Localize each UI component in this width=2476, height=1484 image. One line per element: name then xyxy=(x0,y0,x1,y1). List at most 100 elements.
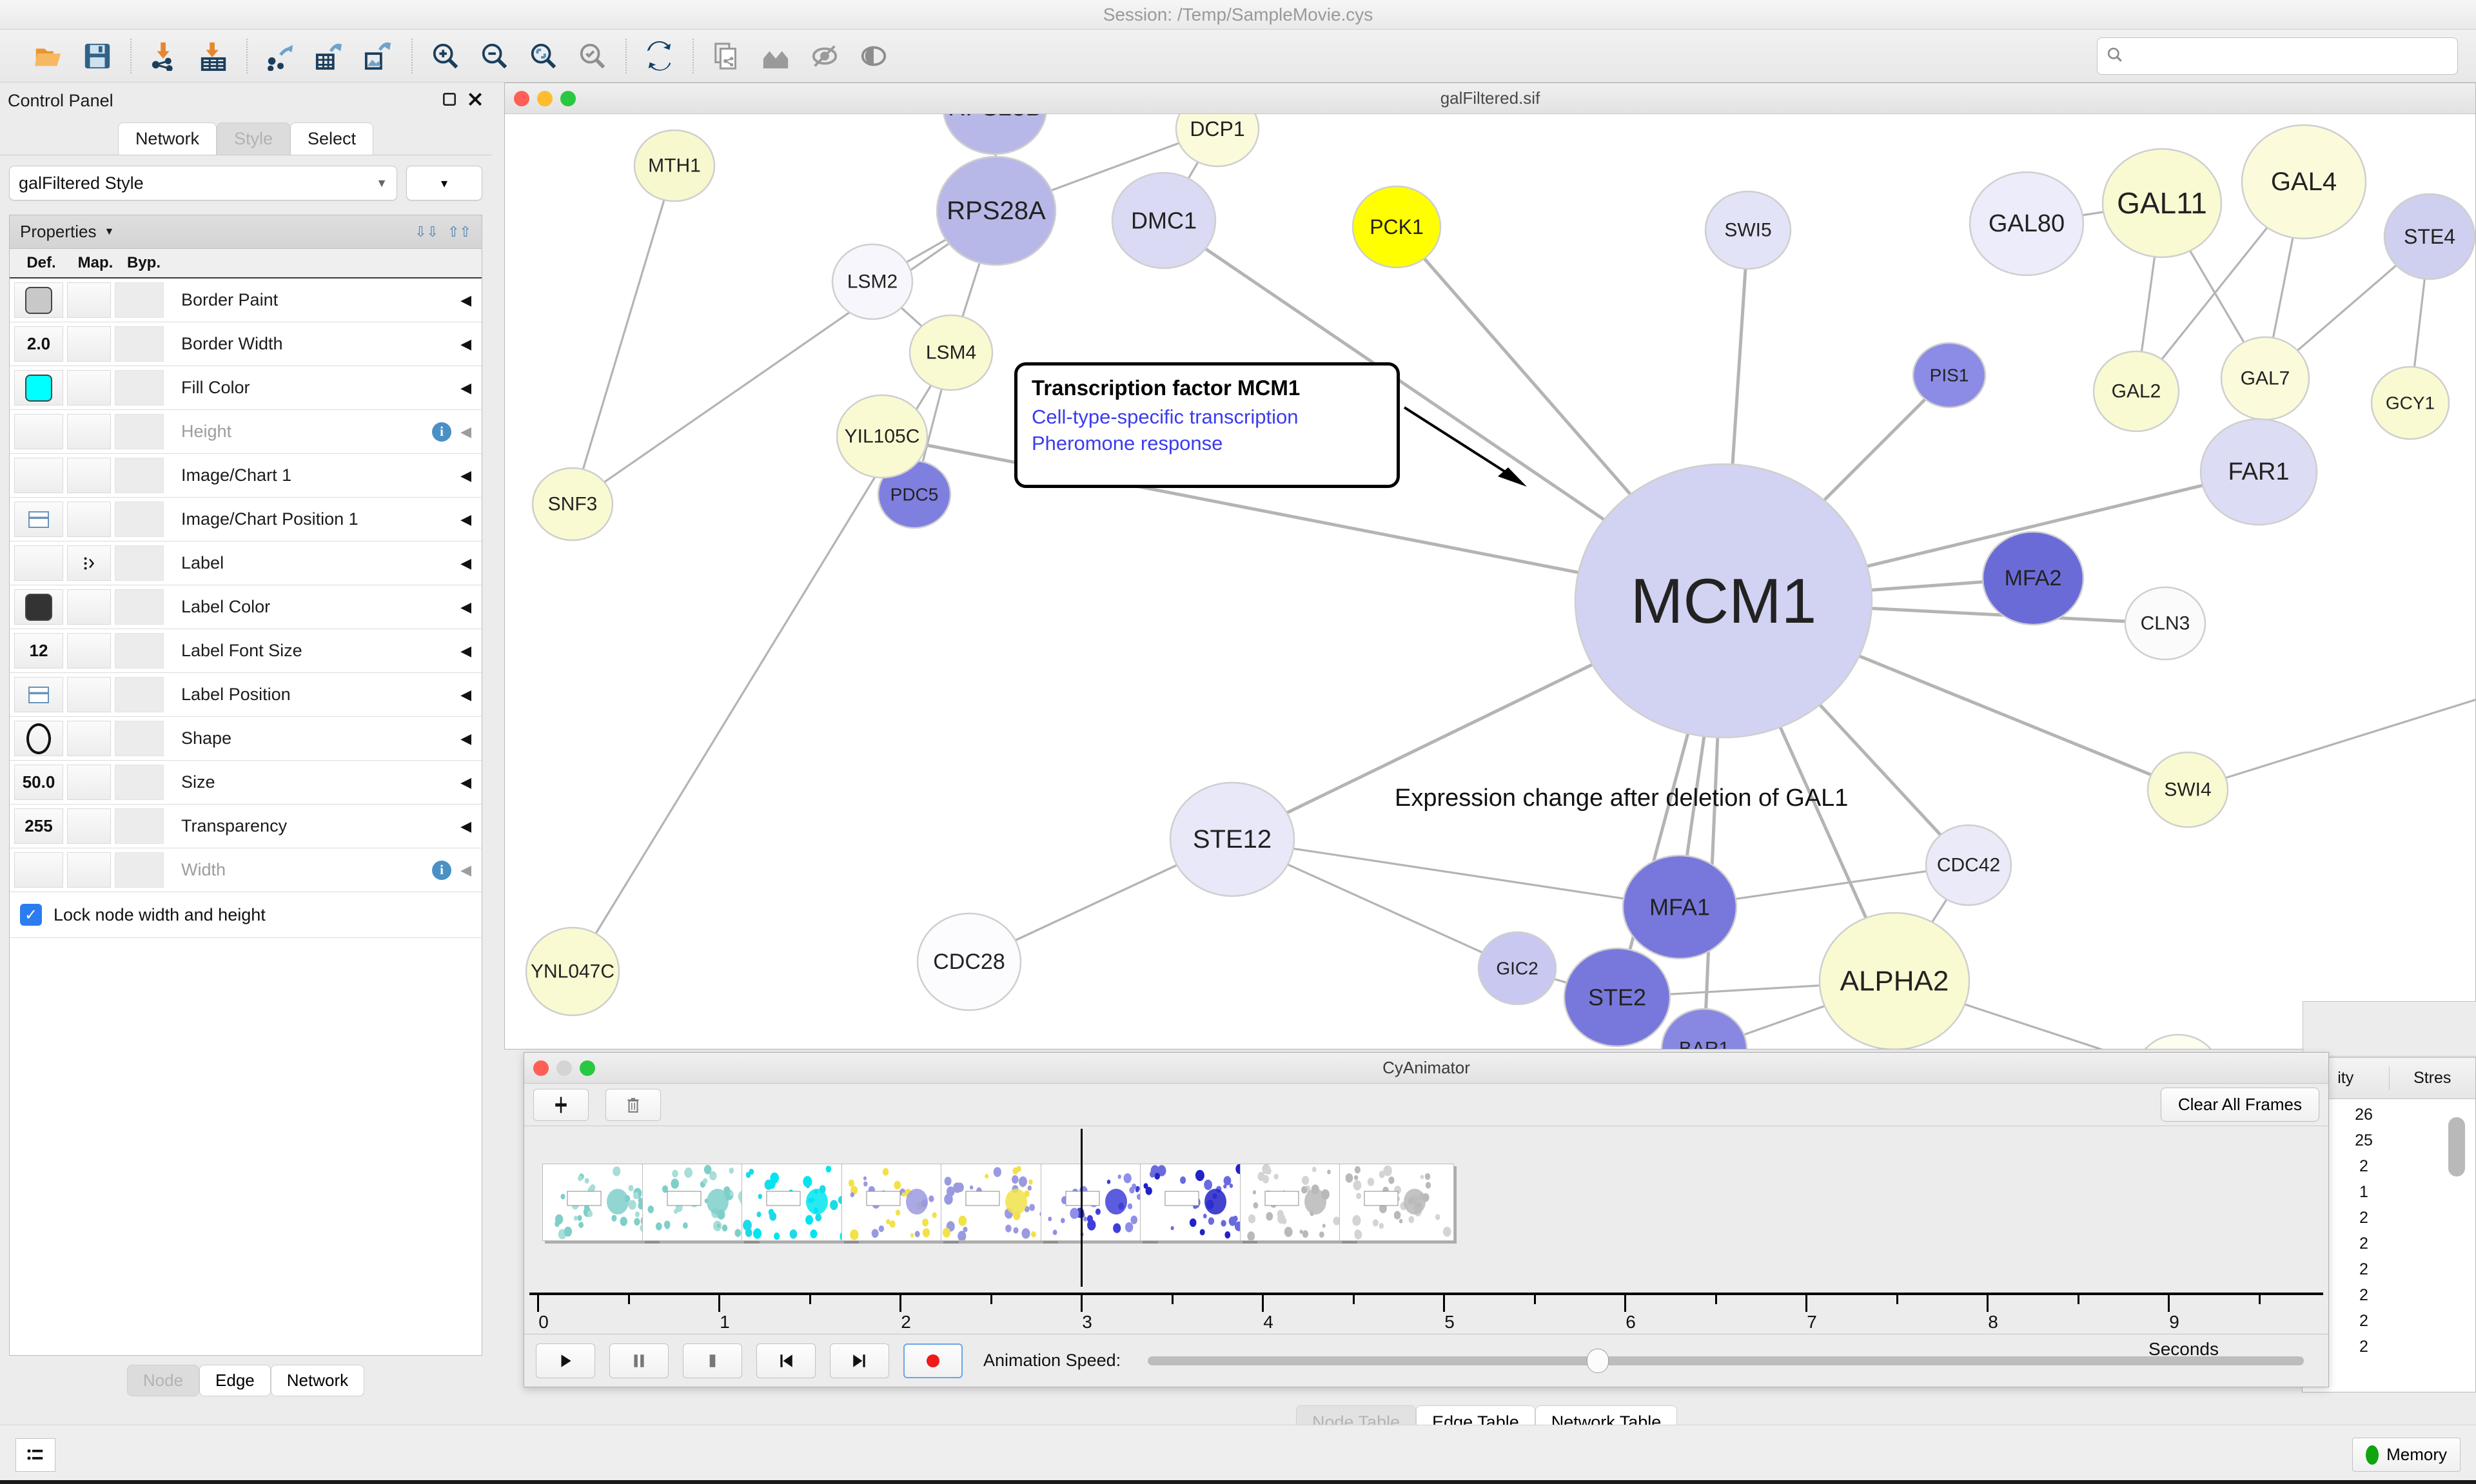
close-button[interactable] xyxy=(514,91,529,106)
property-mapping-cell[interactable] xyxy=(67,808,111,844)
first-frame-button[interactable] xyxy=(756,1343,816,1378)
lock-node-checkbox[interactable]: ✓ xyxy=(20,904,42,926)
import-table-icon[interactable] xyxy=(193,36,233,76)
property-mapping-cell[interactable] xyxy=(67,502,111,537)
delete-frame-button[interactable] xyxy=(605,1089,661,1121)
graph-node[interactable]: STE4 xyxy=(2384,194,2475,279)
property-row[interactable]: Label ◀ xyxy=(10,542,482,585)
style-options-button[interactable]: ▾ xyxy=(406,166,482,200)
graph-node[interactable]: PCK1 xyxy=(1353,186,1440,268)
property-mapping-cell[interactable] xyxy=(67,765,111,800)
color-swatch[interactable] xyxy=(25,287,52,314)
collapse-all-icon[interactable]: ⇩⇩ xyxy=(415,224,438,240)
graph-node[interactable]: SNF3 xyxy=(533,468,613,540)
timeline-frame[interactable] xyxy=(1339,1164,1454,1241)
graph-node[interactable]: GAL7 xyxy=(2221,337,2309,420)
property-default-cell[interactable] xyxy=(14,282,63,318)
expand-arrow-icon[interactable]: ◀ xyxy=(460,629,482,672)
property-bypass-cell[interactable] xyxy=(115,458,164,493)
timeline-frame[interactable] xyxy=(841,1164,956,1241)
property-default-cell[interactable] xyxy=(14,414,63,449)
graph-node[interactable]: MCM1 xyxy=(1575,464,1872,737)
expand-arrow-icon[interactable]: ◀ xyxy=(460,542,482,585)
import-network-icon[interactable] xyxy=(144,36,184,76)
graph-node[interactable]: STE2 xyxy=(1564,948,1670,1046)
graph-node[interactable]: CDC42 xyxy=(1926,825,2011,905)
property-bypass-cell[interactable] xyxy=(115,765,164,800)
slider-knob[interactable] xyxy=(1587,1349,1609,1373)
graph-node[interactable]: ALPHA2 xyxy=(1820,913,1969,1049)
property-mapping-cell[interactable] xyxy=(67,282,111,318)
graph-node[interactable]: GAL80 xyxy=(1970,172,2083,275)
graph-edge[interactable] xyxy=(573,166,674,504)
property-default-cell[interactable] xyxy=(14,852,63,888)
property-bypass-cell[interactable] xyxy=(115,545,164,581)
play-button[interactable] xyxy=(536,1343,595,1378)
graph-edge[interactable] xyxy=(2188,559,2475,790)
property-row[interactable]: Fill Color ◀ xyxy=(10,366,482,410)
property-row[interactable]: 50.0 Size ◀ xyxy=(10,761,482,805)
timeline-frame[interactable] xyxy=(742,1164,856,1241)
property-row[interactable]: 2.0 Border Width ◀ xyxy=(10,322,482,366)
lock-node-row[interactable]: ✓ Lock node width and height xyxy=(10,892,482,938)
property-row[interactable]: Height i ◀ xyxy=(10,410,482,454)
property-default-cell[interactable]: 2.0 xyxy=(14,326,63,362)
expand-arrow-icon[interactable]: ◀ xyxy=(460,848,482,892)
property-bypass-cell[interactable] xyxy=(115,370,164,405)
property-bypass-cell[interactable] xyxy=(115,633,164,669)
property-mapping-cell[interactable] xyxy=(67,326,111,362)
expand-arrow-icon[interactable]: ◀ xyxy=(460,498,482,541)
expand-arrow-icon[interactable]: ◀ xyxy=(460,673,482,716)
graph-node[interactable]: YNL047C xyxy=(526,928,619,1015)
property-bypass-cell[interactable] xyxy=(115,721,164,756)
expand-all-icon[interactable]: ⇧⇧ xyxy=(447,224,471,240)
property-bypass-cell[interactable] xyxy=(115,502,164,537)
graph-node[interactable]: PIS1 xyxy=(1913,343,1985,407)
property-row[interactable]: Border Paint ◀ xyxy=(10,278,482,322)
property-mapping-cell[interactable] xyxy=(67,370,111,405)
zoom-in-icon[interactable] xyxy=(426,36,466,76)
property-bypass-cell[interactable] xyxy=(115,677,164,712)
chevron-down-icon[interactable]: ▼ xyxy=(104,226,115,238)
graph-node[interactable]: YIL105C xyxy=(837,395,927,478)
destroy-network-icon[interactable] xyxy=(756,36,796,76)
float-icon[interactable] xyxy=(441,91,458,111)
network-graph[interactable]: MTH1 RPS28B RPS28A DCP1 DMC1 PCK1 SWI5 GAL80 GAL… xyxy=(505,114,2475,1049)
ellipse-shape-icon[interactable] xyxy=(26,723,51,754)
new-network-icon[interactable] xyxy=(707,36,747,76)
timeline-frame[interactable] xyxy=(642,1164,757,1241)
network-canvas[interactable]: MTH1 RPS28B RPS28A DCP1 DMC1 PCK1 SWI5 GAL80 GAL… xyxy=(505,114,2475,1049)
property-default-cell[interactable] xyxy=(14,677,63,712)
maximize-button[interactable] xyxy=(560,91,576,106)
export-table-icon[interactable] xyxy=(310,36,349,76)
expand-arrow-icon[interactable]: ◀ xyxy=(460,366,482,409)
property-mapping-cell[interactable] xyxy=(67,414,111,449)
tab-style[interactable]: Style xyxy=(217,122,290,155)
property-default-cell[interactable]: 12 xyxy=(14,633,63,669)
graph-node[interactable]: BAR1 xyxy=(1662,1009,1747,1049)
tab-network-style[interactable]: Network xyxy=(271,1365,364,1396)
timeline-frame[interactable] xyxy=(1041,1164,1155,1241)
property-mapping-cell[interactable] xyxy=(67,721,111,756)
property-mapping-cell[interactable] xyxy=(67,633,111,669)
property-default-cell[interactable]: 255 xyxy=(14,808,63,844)
graph-node[interactable]: CLN3 xyxy=(2125,587,2205,659)
expand-arrow-icon[interactable]: ◀ xyxy=(460,585,482,629)
expand-arrow-icon[interactable]: ◀ xyxy=(460,805,482,848)
timeline-playhead[interactable] xyxy=(1081,1129,1083,1287)
tab-network[interactable]: Network xyxy=(118,122,217,155)
property-row[interactable]: Label Position ◀ xyxy=(10,673,482,717)
property-row[interactable]: Image/Chart 1 ◀ xyxy=(10,454,482,498)
expand-arrow-icon[interactable]: ◀ xyxy=(460,410,482,453)
add-frame-button[interactable] xyxy=(533,1089,589,1121)
position-icon[interactable] xyxy=(28,511,49,528)
property-row[interactable]: Label Color ◀ xyxy=(10,585,482,629)
property-default-cell[interactable] xyxy=(14,545,63,581)
property-row[interactable]: Image/Chart Position 1 ◀ xyxy=(10,498,482,542)
search-field[interactable] xyxy=(2130,46,2448,66)
graph-node[interactable]: GIC2 xyxy=(1479,932,1556,1004)
cyanimator-timeline[interactable]: 0123456789 Seconds xyxy=(524,1126,2328,1320)
stop-button[interactable] xyxy=(683,1343,742,1378)
graph-edge[interactable] xyxy=(1232,839,1680,907)
graph-node[interactable]: DMC1 xyxy=(1112,173,1215,268)
